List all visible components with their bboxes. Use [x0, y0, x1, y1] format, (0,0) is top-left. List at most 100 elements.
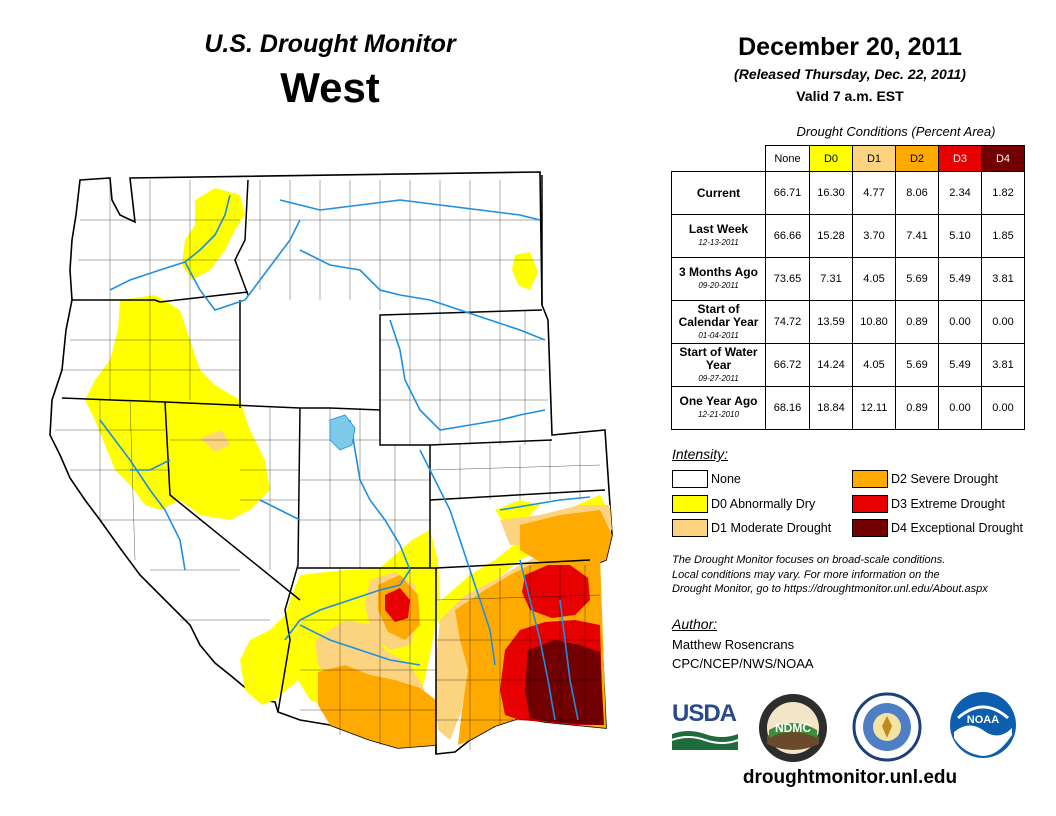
cell-value: 0.89	[895, 300, 939, 344]
cell-value: 66.66	[765, 214, 810, 258]
legend-swatch	[852, 470, 888, 488]
row-label: One Year Ago 12-21-2010	[671, 386, 766, 430]
cell-value: 7.41	[895, 214, 939, 258]
table-row: One Year Ago 12-21-2010 68.16 18.84 12.11…	[671, 386, 1025, 430]
website-link[interactable]: droughtmonitor.unl.edu	[742, 767, 958, 788]
region-title: West	[280, 64, 380, 111]
row-label: Current	[671, 171, 766, 215]
cell-value: 66.71	[765, 171, 810, 215]
cell-value: 0.89	[895, 386, 939, 430]
table-row: Start of Calendar Year 01-04-2011 74.72 1…	[671, 300, 1025, 344]
author-org: CPC/NCEP/NWS/NOAA	[672, 656, 814, 671]
cell-value: 5.49	[938, 257, 982, 301]
cell-value: 0.00	[981, 300, 1025, 344]
cell-value: 4.05	[852, 257, 896, 301]
note-line: Local conditions may vary. For more info…	[672, 568, 940, 581]
state-borders	[61, 175, 606, 754]
table-row: Current 66.71 16.30 4.77 8.06 2.34 1.82	[671, 171, 1025, 215]
table-row: Start of Water Year 09-27-2011 66.72 14.2…	[671, 343, 1025, 387]
col-none: None	[765, 145, 810, 172]
ndmc-logo-text: NDMC	[775, 721, 811, 735]
map-title: U.S. Drought Monitor	[204, 30, 456, 58]
cell-value: 3.81	[981, 343, 1025, 387]
cell-value: 10.80	[852, 300, 896, 344]
cell-value: 74.72	[765, 300, 810, 344]
cell-value: 1.82	[981, 171, 1025, 215]
legend-label: D1 Moderate Drought	[711, 521, 832, 535]
cell-value: 66.72	[765, 343, 810, 387]
cell-value: 4.05	[852, 343, 896, 387]
cell-value: 5.69	[895, 343, 939, 387]
cell-value: 5.69	[895, 257, 939, 301]
table-row: 3 Months Ago 09-20-2011 73.65 7.31 4.05 5…	[671, 257, 1025, 301]
table-caption: Drought Conditions (Percent Area)	[796, 124, 996, 139]
noaa-logo: NOAA	[950, 692, 1016, 758]
cell-value: 13.59	[809, 300, 853, 344]
ndmc-logo: NDMC	[759, 694, 827, 762]
legend-swatch	[852, 495, 888, 513]
rivers	[99, 194, 591, 721]
cell-value: 0.00	[938, 300, 982, 344]
cell-value: 18.84	[809, 386, 853, 430]
cell-value: 15.28	[809, 214, 853, 258]
legend-swatch	[672, 495, 708, 513]
legend-label: None	[711, 472, 741, 486]
cell-value: 1.85	[981, 214, 1025, 258]
cell-value: 14.24	[809, 343, 853, 387]
cell-value: 68.16	[765, 386, 810, 430]
noaa-logo-text: NOAA	[967, 714, 999, 726]
row-label: Last Week 12-13-2011	[671, 214, 766, 258]
legend-swatch	[852, 519, 888, 537]
col-d4: D4	[981, 145, 1025, 172]
drought-map	[49, 171, 613, 755]
col-d2: D2	[895, 145, 939, 172]
drought-conditions-table: None D0 D1 D2 D3 D4 Current 66.71 16.30 …	[671, 145, 1025, 430]
cell-value: 5.10	[938, 214, 982, 258]
legend-d1: D1 Moderate Drought	[672, 519, 831, 537]
header-blank	[672, 146, 766, 172]
legend-swatch	[672, 519, 708, 537]
col-d3: D3	[938, 145, 982, 172]
legend-d4: D4 Exceptional Drought	[852, 519, 1023, 537]
legend-none: None	[672, 470, 741, 488]
map-date: December 20, 2011	[738, 33, 962, 61]
cell-value: 2.34	[938, 171, 982, 215]
legend-d2: D2 Severe Drought	[852, 470, 998, 488]
cell-value: 8.06	[895, 171, 939, 215]
legend-d3: D3 Extreme Drought	[852, 495, 1005, 513]
row-label: Start of Water Year 09-27-2011	[671, 343, 766, 387]
great-salt-lake	[329, 414, 356, 451]
table-header-row: None D0 D1 D2 D3 D4	[672, 145, 1025, 172]
cell-value: 3.70	[852, 214, 896, 258]
release-date: (Released Thursday, Dec. 22, 2011)	[734, 66, 966, 82]
intensity-title: Intensity:	[672, 446, 729, 462]
usda-logo: USDA	[671, 700, 739, 750]
author-name: Matthew Rosencrans	[672, 637, 795, 652]
note-line: The Drought Monitor focuses on broad-sca…	[672, 554, 946, 566]
cell-value: 7.31	[809, 257, 853, 301]
row-label: Start of Calendar Year 01-04-2011	[671, 300, 766, 344]
col-d0: D0	[809, 145, 853, 172]
disclaimer-note: The Drought Monitor focuses on broad-sca…	[672, 553, 1032, 597]
legend-label: D3 Extreme Drought	[891, 497, 1005, 511]
legend-swatch	[672, 470, 708, 488]
commerce-seal-logo	[852, 692, 922, 762]
cell-value: 3.81	[981, 257, 1025, 301]
d4-exceptional-drought-areas	[525, 640, 604, 725]
cell-value: 0.00	[981, 386, 1025, 430]
cell-value: 5.49	[938, 343, 982, 387]
author-title: Author:	[672, 616, 718, 632]
legend-label: D2 Severe Drought	[891, 472, 999, 486]
legend-label: D0 Abnormally Dry	[711, 497, 816, 511]
valid-time: Valid 7 a.m. EST	[796, 88, 904, 104]
cell-value: 12.11	[852, 386, 896, 430]
cell-value: 0.00	[938, 386, 982, 430]
legend-d0: D0 Abnormally Dry	[672, 495, 815, 513]
cell-value: 73.65	[765, 257, 810, 301]
county-lines	[55, 180, 601, 750]
cell-value: 16.30	[809, 171, 853, 215]
table-row: Last Week 12-13-2011 66.66 15.28 3.70 7.4…	[671, 214, 1025, 258]
usda-wave-icon	[671, 731, 739, 750]
cell-value: 4.77	[852, 171, 896, 215]
col-d1: D1	[852, 145, 896, 172]
